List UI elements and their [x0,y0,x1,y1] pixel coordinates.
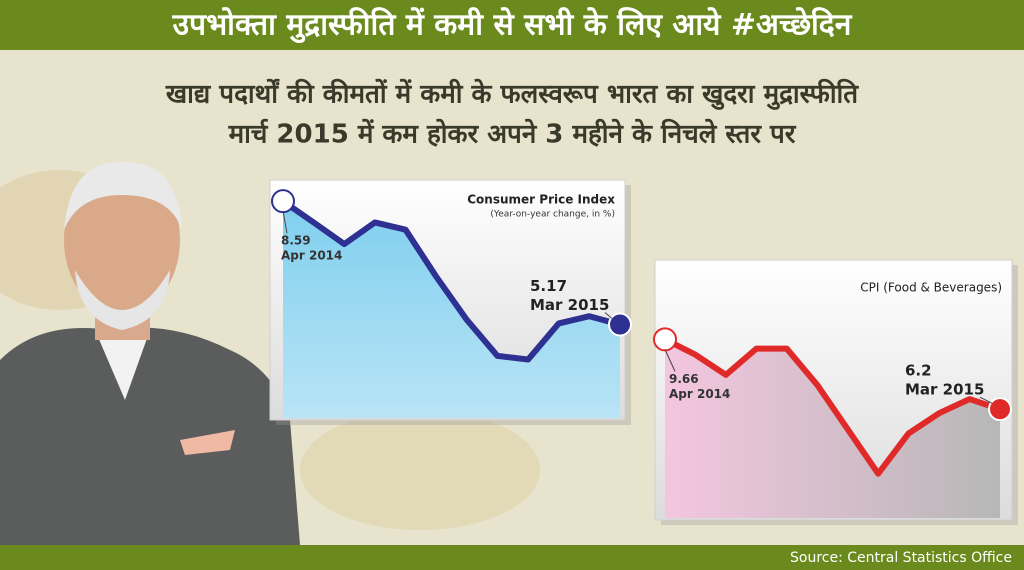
end-point [608,312,632,337]
value-label: 5.17 [530,277,567,295]
date-label: Apr 2014 [281,249,342,263]
header-bar [0,0,1024,50]
date-label: Apr 2014 [669,387,730,401]
footer-bar [0,545,1024,570]
subtitle-line: खाद्य पदार्थों की कीमतों में कमी के फलस्… [165,79,859,111]
label-leader [664,349,676,372]
header-title: उपभोक्ता मुद्रास्फीति में कमी से सभी के … [172,7,853,44]
area [665,339,1000,518]
subtitle-line: मार्च 2015 में कम होकर अपने 3 महीने के न… [228,119,797,150]
label-leader [979,396,993,404]
end-point [988,397,1012,422]
value-label: 6.2 [905,362,932,380]
start-point [271,189,295,214]
label-leader [604,312,613,319]
value-label: 9.66 [669,372,699,386]
chart-subtitle: (Year-on-year change, in %) [490,210,615,220]
bg-pasta [300,410,540,530]
source: Source: Central Statistics Office [790,550,1012,566]
line [663,336,1001,477]
line [281,198,621,363]
chart-title: CPI (Food & Beverages) [860,281,1002,295]
portrait [0,161,300,545]
start-point [653,327,677,352]
chart-title: Consumer Price Index [467,193,615,207]
date-label: Mar 2015 [905,381,984,399]
value-label: 8.59 [281,234,311,248]
area [283,201,620,418]
label-leader [282,211,288,234]
date-label: Mar 2015 [530,296,609,314]
